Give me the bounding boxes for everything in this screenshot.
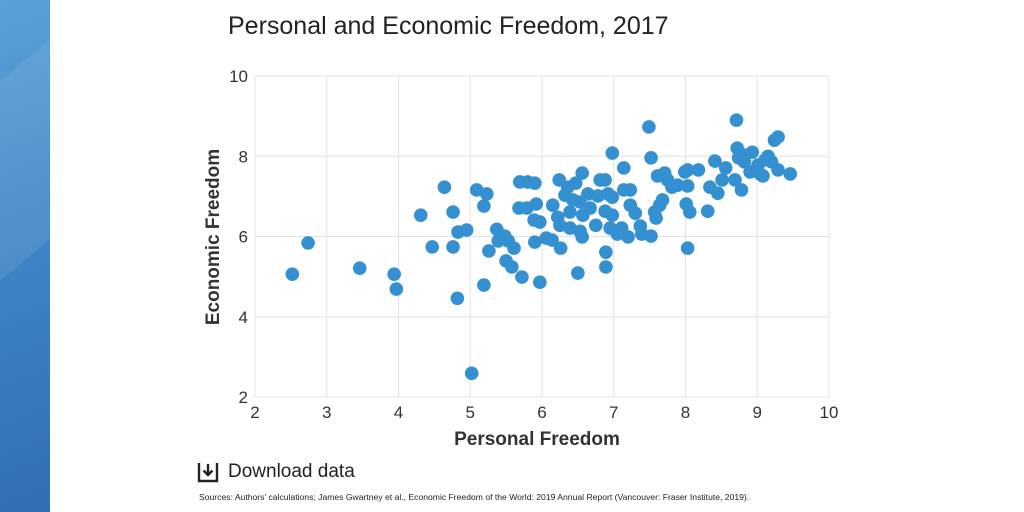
x-tick-label: 5 bbox=[466, 403, 475, 422]
download-data-label: Download data bbox=[228, 461, 355, 482]
data-point bbox=[482, 244, 496, 258]
data-point bbox=[708, 154, 722, 168]
data-point bbox=[533, 275, 547, 290]
data-point bbox=[644, 229, 658, 243]
y-tick-label: 10 bbox=[229, 67, 248, 86]
data-point bbox=[545, 198, 560, 213]
x-tick-label: 8 bbox=[681, 403, 690, 422]
data-point bbox=[605, 190, 620, 204]
data-point bbox=[563, 205, 577, 219]
decorative-side-band bbox=[0, 0, 50, 512]
y-tick-label: 6 bbox=[239, 228, 248, 247]
data-point bbox=[771, 130, 785, 144]
x-tick-label: 6 bbox=[537, 403, 546, 422]
data-point bbox=[605, 208, 620, 223]
data-point bbox=[783, 167, 798, 181]
data-point bbox=[528, 176, 542, 190]
data-point bbox=[477, 278, 491, 292]
x-tick-label: 2 bbox=[250, 403, 259, 422]
data-point bbox=[598, 173, 612, 187]
data-point bbox=[575, 230, 589, 244]
data-point bbox=[352, 261, 367, 275]
data-point bbox=[459, 223, 474, 237]
data-point bbox=[628, 206, 643, 221]
data-point bbox=[583, 201, 597, 215]
y-tick-label: 2 bbox=[239, 388, 248, 407]
data-point bbox=[623, 183, 638, 197]
data-point bbox=[644, 151, 658, 165]
data-point bbox=[575, 166, 589, 180]
data-point bbox=[589, 218, 603, 233]
data-point bbox=[616, 161, 631, 175]
data-point bbox=[734, 183, 749, 197]
y-tick-label: 8 bbox=[239, 147, 248, 166]
data-point bbox=[691, 163, 706, 177]
data-point bbox=[479, 187, 494, 201]
data-point bbox=[710, 186, 725, 200]
data-point bbox=[751, 158, 765, 172]
y-tick-label: 4 bbox=[239, 308, 248, 327]
x-axis-label: Personal Freedom bbox=[454, 429, 620, 450]
data-point bbox=[425, 240, 440, 254]
data-point bbox=[413, 208, 428, 223]
data-point bbox=[700, 204, 715, 219]
data-point bbox=[446, 240, 460, 254]
data-point bbox=[301, 236, 315, 250]
x-tick-label: 3 bbox=[322, 403, 331, 422]
x-tick-label: 10 bbox=[820, 403, 839, 422]
data-point bbox=[553, 241, 568, 255]
data-point bbox=[437, 180, 452, 194]
x-tick-label: 9 bbox=[753, 403, 762, 422]
data-point bbox=[670, 178, 685, 192]
data-point bbox=[599, 245, 613, 259]
data-point bbox=[642, 120, 656, 134]
data-point bbox=[731, 151, 746, 165]
data-point bbox=[450, 291, 465, 306]
data-point bbox=[533, 215, 547, 229]
data-point bbox=[387, 267, 401, 282]
data-point bbox=[545, 233, 559, 247]
data-point bbox=[505, 260, 519, 274]
data-point bbox=[507, 241, 521, 255]
data-point bbox=[655, 193, 670, 207]
data-point bbox=[680, 241, 695, 255]
data-point bbox=[756, 169, 770, 183]
download-data-button[interactable]: Download data bbox=[196, 460, 355, 484]
data-point bbox=[464, 366, 479, 381]
data-point bbox=[446, 205, 460, 219]
data-point bbox=[718, 161, 733, 175]
data-point bbox=[528, 235, 542, 249]
data-point bbox=[599, 260, 613, 274]
data-point bbox=[715, 173, 729, 187]
data-point bbox=[529, 197, 544, 211]
data-point bbox=[571, 266, 585, 280]
data-point bbox=[389, 282, 404, 296]
data-point bbox=[605, 146, 620, 160]
sources-note: Sources: Authors' calculations; James Gw… bbox=[199, 492, 750, 502]
data-point bbox=[680, 179, 695, 193]
chart-title: Personal and Economic Freedom, 2017 bbox=[228, 12, 669, 40]
data-point bbox=[683, 205, 697, 219]
data-point bbox=[477, 199, 491, 213]
download-icon bbox=[197, 463, 219, 483]
data-point bbox=[285, 267, 300, 282]
data-point bbox=[515, 270, 529, 284]
data-point bbox=[729, 113, 744, 127]
data-point bbox=[745, 145, 760, 160]
x-tick-label: 7 bbox=[609, 403, 618, 422]
data-point bbox=[649, 211, 663, 225]
data-point bbox=[680, 163, 695, 177]
data-point bbox=[728, 173, 742, 187]
data-point bbox=[621, 230, 635, 244]
data-point bbox=[771, 163, 785, 177]
data-point bbox=[568, 176, 583, 190]
y-axis-label: Economic Freedom bbox=[203, 149, 224, 325]
x-tick-label: 4 bbox=[394, 403, 403, 422]
